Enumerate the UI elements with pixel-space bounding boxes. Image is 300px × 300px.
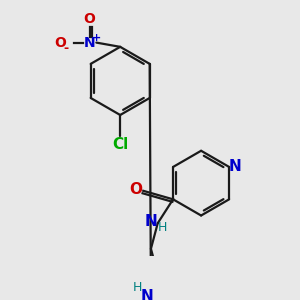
Text: +: + (92, 33, 101, 43)
Text: N: N (140, 289, 153, 300)
Text: N: N (145, 214, 157, 229)
Text: N: N (84, 36, 95, 50)
Text: O: O (84, 12, 95, 26)
Text: N: N (229, 160, 242, 175)
Text: O: O (129, 182, 142, 197)
Text: O: O (55, 36, 67, 50)
Text: H: H (158, 221, 167, 234)
Text: H: H (133, 281, 142, 294)
Text: Cl: Cl (112, 137, 128, 152)
Text: -: - (63, 42, 68, 55)
